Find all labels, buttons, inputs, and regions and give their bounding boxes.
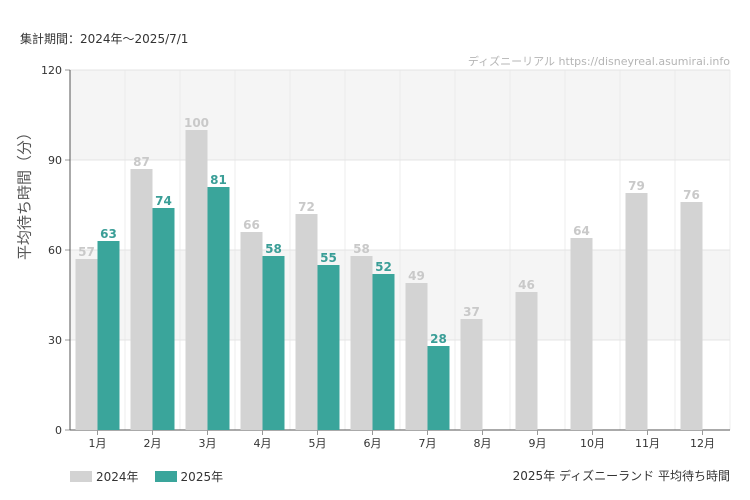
source-watermark: ディズニーリアル https://disneyreal.asumirai.inf… xyxy=(467,55,730,68)
data-label-2024: 49 xyxy=(408,269,425,283)
bar-2025 xyxy=(317,265,340,430)
chart-subtitle: 2025年 ディズニーランド 平均待ち時間 xyxy=(512,469,730,483)
data-label-2024: 72 xyxy=(298,200,315,214)
legend-item-2024[interactable]: 2024年 xyxy=(70,468,139,485)
bar-2024 xyxy=(75,259,98,430)
x-tick-label: 7月 xyxy=(419,437,437,450)
y-tick-label: 90 xyxy=(48,154,62,167)
x-tick-label: 12月 xyxy=(690,437,715,450)
x-tick-label: 4月 xyxy=(254,437,272,450)
data-label-2025: 52 xyxy=(375,260,392,274)
data-label-2024: 58 xyxy=(353,242,370,256)
data-label-2025: 28 xyxy=(430,332,447,346)
bar-2024 xyxy=(350,256,373,430)
data-label-2025: 81 xyxy=(210,173,227,187)
bar-2024 xyxy=(625,193,648,430)
y-tick-label: 60 xyxy=(48,244,62,257)
data-label-2024: 66 xyxy=(243,218,260,232)
bar-2025 xyxy=(97,241,120,430)
x-tick-label: 11月 xyxy=(635,437,660,450)
bar-2025 xyxy=(427,346,450,430)
x-tick-label: 8月 xyxy=(474,437,492,450)
bar-2024 xyxy=(185,130,208,430)
bar-2024 xyxy=(130,169,153,430)
period-label: 集計期間：2024年〜2025/7/1 xyxy=(20,32,189,46)
data-label-2025: 55 xyxy=(320,251,337,265)
legend-item-2025[interactable]: 2025年 xyxy=(154,468,224,485)
x-tick-label: 6月 xyxy=(364,437,382,450)
data-label-2024: 76 xyxy=(683,188,700,202)
bar-2024 xyxy=(240,232,263,430)
legend-label-2025: 2025年 xyxy=(180,470,224,484)
bar-2024 xyxy=(295,214,318,430)
bar-2025 xyxy=(207,187,230,430)
x-tick-label: 10月 xyxy=(580,437,605,450)
x-tick-label: 1月 xyxy=(89,437,107,450)
data-label-2024: 57 xyxy=(78,245,95,259)
x-tick-label: 2月 xyxy=(144,437,162,450)
x-tick-label: 5月 xyxy=(309,437,327,450)
data-label-2025: 74 xyxy=(155,194,172,208)
bar-2024 xyxy=(680,202,703,430)
legend-swatch-2025 xyxy=(154,471,177,482)
data-label-2025: 63 xyxy=(100,227,117,241)
bar-2024 xyxy=(460,319,483,430)
y-tick-label: 120 xyxy=(41,64,62,77)
x-tick-label: 3月 xyxy=(199,437,217,450)
bar-2025 xyxy=(372,274,395,430)
bar-2024 xyxy=(405,283,428,430)
y-tick-label: 30 xyxy=(48,334,62,347)
bar-2024 xyxy=(570,238,593,430)
data-label-2024: 87 xyxy=(133,155,150,169)
data-label-2024: 100 xyxy=(184,116,209,130)
data-label-2024: 46 xyxy=(518,278,535,292)
legend-swatch-2024 xyxy=(70,471,92,482)
bar-2025 xyxy=(152,208,175,430)
y-tick-label: 0 xyxy=(55,424,62,437)
data-label-2024: 64 xyxy=(573,224,590,238)
x-tick-label: 9月 xyxy=(529,437,547,450)
legend-label-2024: 2024年 xyxy=(96,470,139,484)
data-label-2024: 79 xyxy=(628,179,645,193)
bar-2025 xyxy=(262,256,285,430)
data-label-2024: 37 xyxy=(463,305,480,319)
data-label-2025: 58 xyxy=(265,242,282,256)
legend: 2024年 2025年 xyxy=(70,468,239,485)
bar-2024 xyxy=(515,292,538,430)
